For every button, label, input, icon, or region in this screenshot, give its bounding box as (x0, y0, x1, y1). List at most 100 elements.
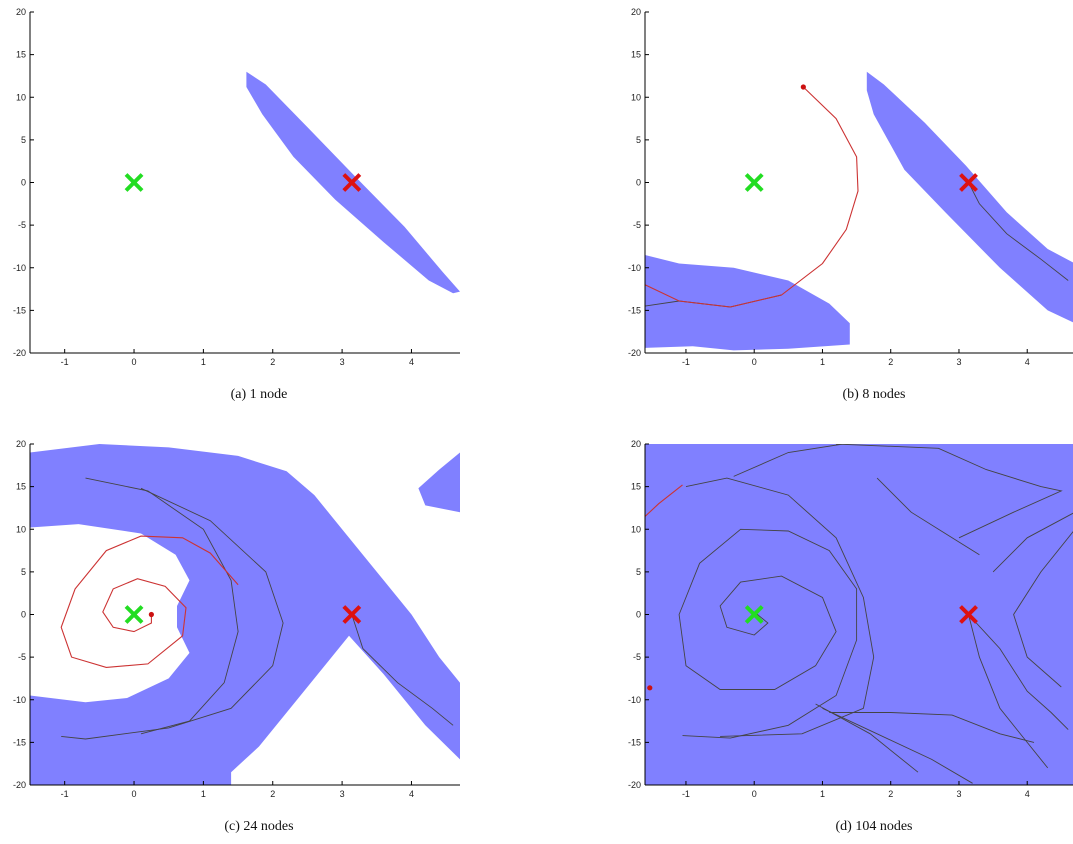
x-tick-label-b-3: 2 (888, 357, 893, 367)
goal-marker-c (342, 605, 362, 624)
trajectory-d-8 (1013, 531, 1073, 688)
x-tick-label-a-0: -1 (61, 357, 69, 367)
y-tick-label-c-8: 20 (16, 439, 26, 449)
x-tick-label-a-3: 2 (270, 357, 275, 367)
start-marker-c-stroke-2 (124, 605, 144, 624)
trajectory-c-0 (85, 477, 239, 735)
trajectory-d-0 (678, 528, 858, 739)
x-tick-label-b-4: 3 (956, 357, 961, 367)
goal-marker-c-stroke-2 (342, 605, 362, 624)
start-marker-a-stroke-2 (124, 173, 144, 192)
goal-marker-d-stroke-2 (959, 605, 978, 624)
red-trajectory-c-0 (60, 535, 239, 668)
plot-panel-b: -1 0 1 2 3 4 -20 -15 -10 -5 0 5 10 15 20 (615, 0, 1073, 375)
y-tick-label-d-5: 5 (636, 567, 641, 577)
red-point-b-0 (800, 84, 806, 90)
caption-a: (a) 1 node (230, 387, 288, 402)
trajectory-d-6 (968, 614, 1049, 769)
x-tick-label-d-2: 1 (820, 789, 825, 799)
trajectory-b-0 (968, 182, 1069, 281)
y-tick-label-b-4: 0 (636, 178, 641, 188)
caption-c: (c) 24 nodes (224, 819, 294, 834)
x-tick-label-c-0: -1 (61, 789, 69, 799)
y-tick-label-c-6: 10 (16, 524, 26, 534)
x-tick-label-a-2: 1 (201, 357, 206, 367)
plot-c-area (30, 444, 460, 785)
start-marker-d (744, 605, 764, 624)
start-marker-c (124, 605, 144, 624)
y-tick-label-b-3: -5 (633, 220, 641, 230)
x-tick-label-d-5: 4 (1025, 789, 1030, 799)
reach-region-d-0 (645, 444, 1073, 785)
y-tick-label-b-0: -20 (628, 348, 641, 358)
x-tick-label-b-2: 1 (820, 357, 825, 367)
y-tick-label-b-8: 20 (631, 7, 641, 17)
goal-marker-a (342, 173, 362, 192)
y-tick-label-d-6: 10 (631, 524, 641, 534)
trajectory-c-2 (351, 614, 454, 726)
y-tick-label-a-6: 10 (16, 92, 26, 102)
start-marker-d-stroke-2 (744, 605, 764, 624)
goal-marker-d (959, 605, 978, 624)
x-tick-label-c-2: 1 (201, 789, 206, 799)
plot-panel-a: -1 0 1 2 3 4 -20 -15 -10 -5 0 5 10 15 20 (0, 0, 470, 375)
plot-b-area (645, 71, 1073, 351)
x-tick-label-b-1: 0 (752, 357, 757, 367)
x-tick-label-c-1: 0 (132, 789, 137, 799)
start-marker-a (124, 173, 144, 192)
red-trajectory-b-0 (645, 86, 859, 308)
y-tick-label-b-7: 15 (631, 50, 641, 60)
goal-marker-a-stroke-2 (342, 173, 362, 192)
y-tick-label-c-1: -15 (13, 737, 26, 747)
red-point-c-0 (148, 611, 154, 618)
y-tick-label-a-4: 0 (21, 178, 26, 188)
plot-panel-c: -1 0 1 2 3 4 -20 -15 -10 -5 0 5 10 15 20 (0, 432, 470, 807)
x-tick-label-b-0: -1 (682, 357, 690, 367)
y-tick-label-d-3: -5 (633, 652, 641, 662)
goal-marker-b (959, 173, 978, 192)
x-tick-label-d-1: 0 (752, 789, 757, 799)
start-marker-b (744, 173, 764, 192)
reach-region-c-1 (418, 452, 460, 513)
y-tick-label-c-0: -20 (13, 780, 26, 790)
trajectory-d-1 (685, 477, 875, 737)
y-tick-label-d-0: -20 (628, 780, 641, 790)
y-tick-label-c-3: -5 (18, 652, 26, 662)
x-tick-label-c-4: 3 (340, 789, 345, 799)
red-point-d-0 (647, 685, 653, 691)
y-tick-label-a-1: -15 (13, 305, 26, 315)
trajectory-d-10 (829, 712, 1035, 743)
y-tick-label-a-3: -5 (18, 220, 26, 230)
y-tick-label-d-7: 15 (631, 482, 641, 492)
y-tick-label-c-5: 5 (21, 567, 26, 577)
goal-marker-b-stroke-2 (959, 173, 978, 192)
y-tick-label-a-5: 5 (21, 135, 26, 145)
x-tick-label-b-5: 4 (1025, 357, 1030, 367)
x-tick-label-d-4: 3 (956, 789, 961, 799)
trajectory-d-7 (992, 512, 1073, 573)
start-marker-b-stroke-2 (744, 173, 764, 192)
y-tick-label-d-4: 0 (636, 610, 641, 620)
y-tick-label-b-6: 10 (631, 92, 641, 102)
trajectory-c-1 (61, 487, 284, 740)
y-tick-label-b-2: -10 (628, 263, 641, 273)
y-tick-label-b-1: -15 (628, 305, 641, 315)
trajectory-d-3 (836, 444, 1063, 539)
trajectory-d-2 (733, 444, 843, 477)
trajectory-d-9 (822, 707, 973, 784)
reach-region-c-0 (30, 444, 460, 785)
y-tick-label-c-2: -10 (13, 695, 26, 705)
y-tick-label-d-2: -10 (628, 695, 641, 705)
plot-panel-d: -1 0 1 2 3 4 -20 -15 -10 -5 0 5 10 15 20 (615, 432, 1073, 807)
caption-d: (d) 104 nodes (835, 819, 913, 834)
y-tick-label-a-7: 15 (16, 50, 26, 60)
y-tick-label-d-1: -15 (628, 737, 641, 747)
x-tick-label-a-4: 3 (340, 357, 345, 367)
y-tick-label-d-8: 20 (631, 439, 641, 449)
y-tick-label-a-8: 20 (16, 7, 26, 17)
reach-region-b-0 (866, 71, 1073, 323)
y-tick-label-c-7: 15 (16, 482, 26, 492)
